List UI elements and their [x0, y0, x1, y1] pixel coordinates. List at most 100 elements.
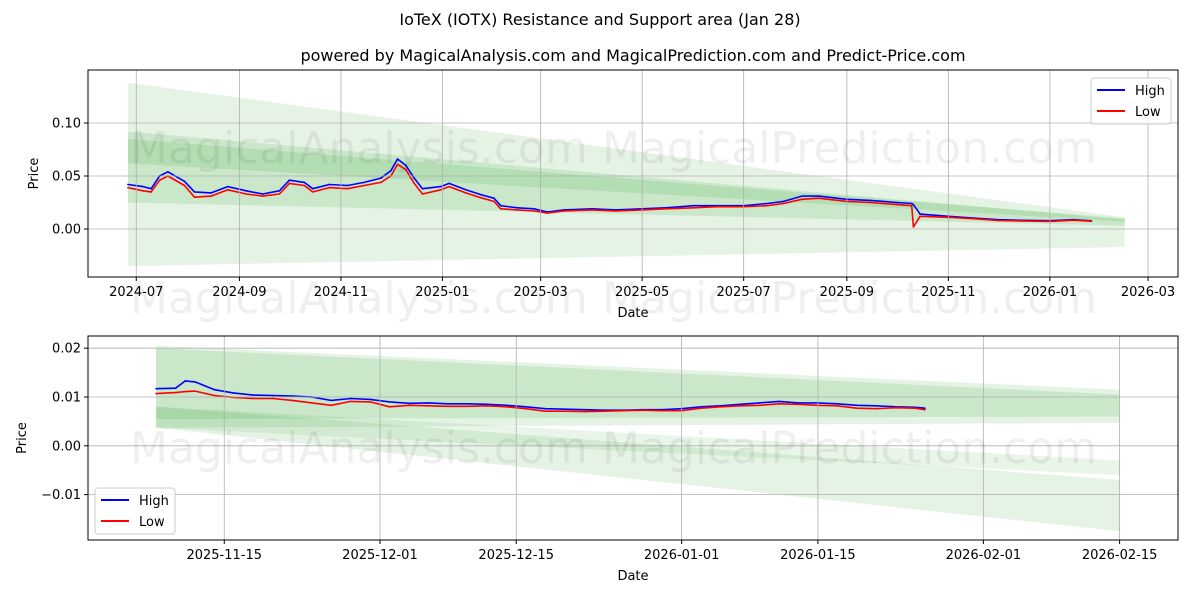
data-point-high — [303, 181, 306, 184]
series-line-high — [127, 158, 1092, 222]
data-point-low — [912, 226, 915, 228]
legend-label-low: Low — [139, 515, 165, 530]
data-point-high — [692, 204, 695, 207]
support-resistance-band — [156, 406, 1120, 532]
data-point-high — [184, 380, 187, 382]
data-point-high — [210, 192, 212, 194]
data-point-low — [439, 188, 442, 191]
watermark-analysis: MagicalAnalysis.com — [130, 273, 588, 324]
data-point-low — [363, 184, 366, 187]
data-point-low — [817, 197, 820, 200]
data-point-low — [1090, 220, 1093, 223]
data-point-low — [505, 405, 508, 408]
data-point-high — [213, 388, 216, 391]
data-point-high — [895, 201, 898, 204]
data-point-high — [226, 185, 229, 188]
data-point-high — [583, 408, 586, 411]
y-tick-label: 0.02 — [52, 342, 81, 357]
data-point-high — [193, 191, 196, 193]
data-point-low — [1020, 220, 1023, 222]
y-tick-label: 0.01 — [52, 391, 81, 406]
x-tick-label: 2026-02-15 — [1082, 548, 1158, 563]
data-point-low — [895, 203, 898, 206]
data-point-low — [910, 204, 913, 207]
data-point-low — [836, 404, 839, 407]
data-point-high — [390, 169, 392, 172]
data-point-low — [700, 407, 702, 410]
x-tick-label: 2026-01 — [1023, 285, 1077, 300]
data-point-low — [194, 390, 196, 392]
data-point-high — [564, 408, 566, 411]
data-point-low — [184, 390, 187, 393]
data-point-high — [233, 392, 235, 394]
chart-subtitle: powered by MagicalAnalysis.com and Magic… — [300, 46, 965, 65]
axes-frame — [87, 335, 1179, 541]
x-tick-label: 2025-07 — [717, 285, 771, 300]
data-point-low — [174, 391, 177, 394]
series-line-low — [156, 390, 926, 413]
data-point-high — [758, 402, 761, 404]
chart-2: −0.01 0.00 0.01 0.02 2025-11-15 2025-12-01 202… — [15, 335, 1179, 584]
data-point-low — [396, 163, 399, 166]
y-tick-label: 0.00 — [52, 222, 81, 237]
data-point-low — [525, 407, 527, 410]
series-line-low — [127, 163, 1092, 228]
x-tick-label: 2025-11 — [921, 285, 975, 300]
data-point-low — [245, 193, 247, 195]
data-point-low — [213, 394, 216, 397]
data-point-low — [970, 217, 973, 220]
x-tick-label: 2026-02-01 — [946, 548, 1022, 563]
data-point-low — [516, 209, 519, 211]
data-point-low — [408, 404, 410, 407]
data-point-high — [801, 195, 803, 197]
data-point-high — [183, 180, 186, 183]
data-point-low — [193, 196, 196, 198]
data-point-low — [328, 186, 331, 189]
plot-area — [155, 345, 1120, 532]
x-tick-label: 2024-11 — [314, 285, 368, 300]
data-point-low — [782, 202, 785, 205]
data-point-high — [499, 204, 502, 207]
support-resistance-band — [156, 348, 1120, 419]
data-point-high — [544, 407, 547, 410]
watermark-analysis: MagicalAnalysis.com — [130, 423, 588, 474]
legend-label-high: High — [1135, 84, 1165, 99]
data-point-low — [564, 410, 566, 412]
data-point-low — [758, 404, 761, 407]
data-point-low — [544, 410, 547, 412]
data-point-high — [912, 203, 915, 206]
data-point-high — [493, 197, 495, 200]
x-tick-label: 2025-01 — [415, 285, 469, 300]
data-point-low — [291, 399, 294, 402]
data-point-low — [311, 402, 313, 404]
data-point-high — [408, 402, 410, 405]
x-tick-label: 2025-03 — [513, 285, 567, 300]
data-point-low — [158, 179, 161, 182]
data-point-low — [778, 403, 780, 405]
data-point-high — [766, 202, 768, 205]
data-point-low — [278, 193, 281, 195]
data-point-low — [692, 206, 695, 209]
data-point-low — [875, 407, 878, 410]
data-point-low — [661, 409, 663, 412]
data-point-high — [875, 404, 878, 407]
y-tick-label: 0.00 — [52, 439, 81, 454]
legend-label-high: High — [139, 494, 169, 509]
data-point-high — [427, 402, 430, 404]
data-point-low — [739, 404, 741, 407]
data-point-low — [869, 201, 871, 204]
data-point-high — [127, 183, 129, 186]
y-axis-label: Price — [27, 158, 42, 190]
x-tick-label: 2025-12-15 — [478, 548, 554, 563]
data-point-high — [194, 381, 196, 383]
data-point-low — [997, 219, 1000, 222]
data-point-high — [288, 179, 291, 182]
chart-title: IoTeX (IOTX) Resistance and Support area… — [399, 10, 800, 29]
data-point-high — [856, 404, 858, 407]
data-point-high — [330, 399, 333, 402]
x-tick-label: 2024-09 — [212, 285, 266, 300]
watermark-analysis: MagicalAnalysis.com — [130, 123, 588, 174]
data-point-high — [261, 193, 264, 195]
data-point-high — [924, 407, 926, 410]
data-point-low — [719, 405, 722, 408]
